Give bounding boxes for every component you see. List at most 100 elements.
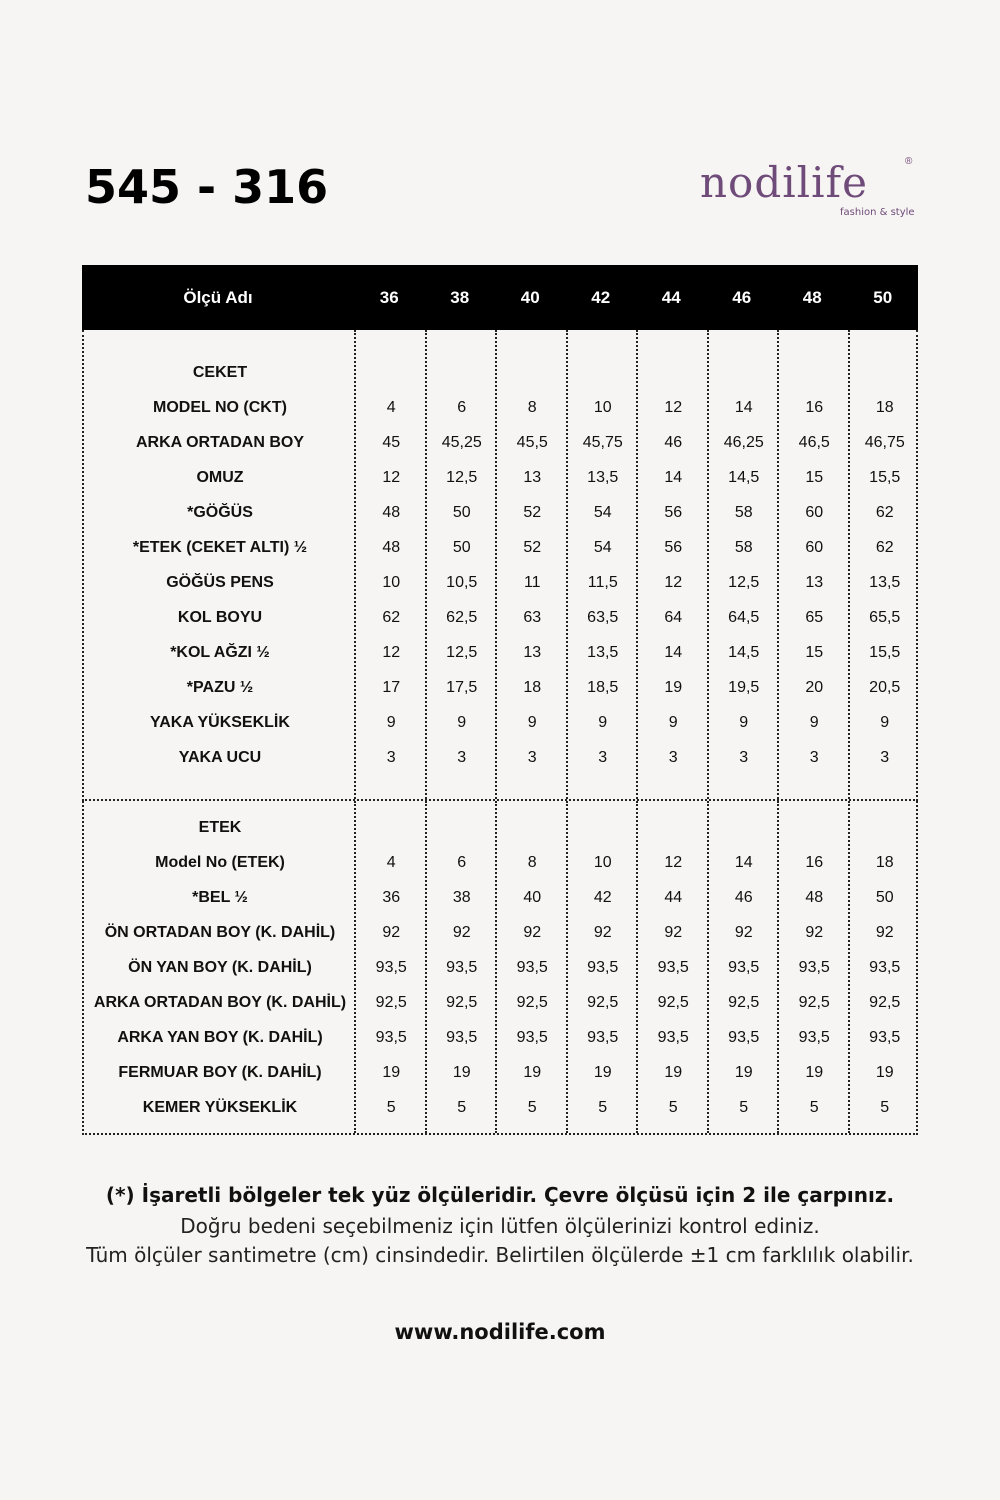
cell-value: 9 xyxy=(598,713,608,731)
table-row: ARKA ORTADAN BOY (K. DAHİL) 92,5 92,5 92,5 9… xyxy=(84,985,916,1020)
row-label: *GÖĞÜS xyxy=(187,503,253,521)
cell-value: 58 xyxy=(734,538,753,556)
cell-value: 11,5 xyxy=(587,573,618,591)
cell-value: 14,5 xyxy=(728,643,760,661)
row-label: MODEL NO (CKT) xyxy=(153,398,287,416)
cell-value: 3 xyxy=(809,748,819,766)
cell-value: 19 xyxy=(664,678,683,696)
cell-value: 3 xyxy=(598,748,608,766)
header-size: 48 xyxy=(802,287,822,307)
table-section-ceket: CEKET MODEL NO (CKT) 4 6 8 10 12 14 16 18 ARKA ORT… xyxy=(82,330,918,801)
cell-value: 12 xyxy=(382,468,401,486)
column-divider xyxy=(424,801,427,1133)
cell-value: 93,5 xyxy=(375,958,407,976)
cell-value: 42 xyxy=(593,888,612,906)
row-label: OMUZ xyxy=(196,468,244,486)
cell-value: 58 xyxy=(734,503,753,521)
cell-value: 93,5 xyxy=(728,958,760,976)
table-row: ÖN ORTADAN BOY (K. DAHİL) 92 92 92 92 92 92 92 9… xyxy=(84,915,916,950)
cell-value: 92 xyxy=(593,923,612,941)
cell-value: 15 xyxy=(805,643,824,661)
cell-value: 19 xyxy=(523,1063,542,1081)
section-title-row: ETEK xyxy=(84,810,916,845)
cell-value: 56 xyxy=(664,503,683,521)
cell-value: 9 xyxy=(739,713,749,731)
cell-value: 50 xyxy=(452,538,471,556)
cell-value: 45,25 xyxy=(441,433,482,451)
cell-value: 56 xyxy=(664,538,683,556)
column-divider xyxy=(495,330,497,799)
table-row: YAKA YÜKSEKLİK 9 9 9 9 9 9 9 9 xyxy=(84,705,916,740)
row-label: ÖN YAN BOY (K. DAHİL) xyxy=(128,958,312,976)
cell-value: 38 xyxy=(452,888,471,906)
cell-value: 19 xyxy=(805,1063,824,1081)
cell-value: 5 xyxy=(386,1098,396,1116)
column-divider xyxy=(495,801,497,1133)
table-row: FERMUAR BOY (K. DAHİL) 19 19 19 19 19 19 19 19 xyxy=(84,1055,916,1090)
row-label: YAKA UCU xyxy=(178,748,262,766)
cell-value: 12,5 xyxy=(446,468,478,486)
cell-value: 8 xyxy=(527,853,537,871)
cell-value: 9 xyxy=(527,713,537,731)
column-divider xyxy=(777,801,779,1133)
cell-value: 62 xyxy=(875,538,894,556)
cell-value: 5 xyxy=(809,1098,819,1116)
cell-value: 93,5 xyxy=(798,1028,830,1046)
cell-value: 14 xyxy=(664,643,683,661)
table-row: *KOL AĞZI ½ 12 12,5 13 13,5 14 14,5 15 15,5 xyxy=(84,635,916,670)
table-row: KEMER YÜKSEKLİK 5 5 5 5 5 5 5 5 xyxy=(84,1090,916,1125)
column-divider xyxy=(354,330,356,799)
cell-value: 12 xyxy=(664,573,683,591)
cell-value: 46 xyxy=(664,433,683,451)
cell-value: 9 xyxy=(668,713,678,731)
cell-value: 15,5 xyxy=(869,643,901,661)
cell-value: 9 xyxy=(880,713,890,731)
header-label: Ölçü Adı xyxy=(183,287,253,307)
registered-icon: ® xyxy=(905,156,913,167)
cell-value: 5 xyxy=(668,1098,678,1116)
cell-value: 52 xyxy=(523,538,542,556)
cell-value: 64 xyxy=(664,608,683,626)
cell-value: 19 xyxy=(382,1063,401,1081)
cell-value: 50 xyxy=(875,888,894,906)
column-divider xyxy=(565,330,568,799)
section-title-row: CEKET xyxy=(84,355,916,390)
cell-value: 93,5 xyxy=(516,1028,548,1046)
cell-value: 3 xyxy=(527,748,537,766)
row-label: KEMER YÜKSEKLİK xyxy=(142,1098,298,1116)
column-divider xyxy=(847,330,850,799)
cell-value: 13 xyxy=(523,468,542,486)
size-chart-table: Ölçü Adı 36 38 40 42 44 46 48 50 CEKET MODEL NO … xyxy=(82,265,918,1135)
row-label: GÖĞÜS PENS xyxy=(166,573,274,591)
cell-value: 19 xyxy=(875,1063,894,1081)
table-header: Ölçü Adı 36 38 40 42 44 46 48 50 xyxy=(82,265,918,330)
cell-value: 92,5 xyxy=(798,993,830,1011)
row-label: Model No (ETEK) xyxy=(155,853,285,871)
website-link[interactable]: www.nodilife.com xyxy=(394,1320,606,1344)
cell-value: 18,5 xyxy=(587,678,619,696)
column-divider xyxy=(706,330,709,799)
header-size: 44 xyxy=(661,287,681,307)
table-section-etek: ETEK Model No (ETEK) 4 6 8 10 12 14 16 18 *BEL ½ 36… xyxy=(82,801,918,1135)
cell-value: 92,5 xyxy=(375,993,407,1011)
footnote-check: Doğru bedeni seçebilmeniz için lütfen öl… xyxy=(180,1214,820,1238)
table-row: *BEL ½ 36 38 40 42 44 46 48 50 xyxy=(84,880,916,915)
column-divider xyxy=(636,801,638,1133)
cell-value: 18 xyxy=(875,853,894,871)
header-size: 38 xyxy=(450,287,470,307)
cell-value: 13,5 xyxy=(587,643,619,661)
cell-value: 92 xyxy=(523,923,542,941)
cell-value: 65,5 xyxy=(869,608,901,626)
cell-value: 93,5 xyxy=(869,958,901,976)
cell-value: 13 xyxy=(523,643,542,661)
cell-value: 14 xyxy=(734,853,753,871)
table-row: GÖĞÜS PENS 10 10,5 11 11,5 12 12,5 13 13,5 xyxy=(84,565,916,600)
cell-value: 92 xyxy=(805,923,824,941)
cell-value: 14 xyxy=(734,398,753,416)
section-title: ETEK xyxy=(198,818,242,836)
cell-value: 5 xyxy=(880,1098,890,1116)
cell-value: 10 xyxy=(593,398,612,416)
table-row: OMUZ 12 12,5 13 13,5 14 14,5 15 15,5 xyxy=(84,460,916,495)
cell-value: 18 xyxy=(875,398,894,416)
cell-value: 15,5 xyxy=(869,468,901,486)
